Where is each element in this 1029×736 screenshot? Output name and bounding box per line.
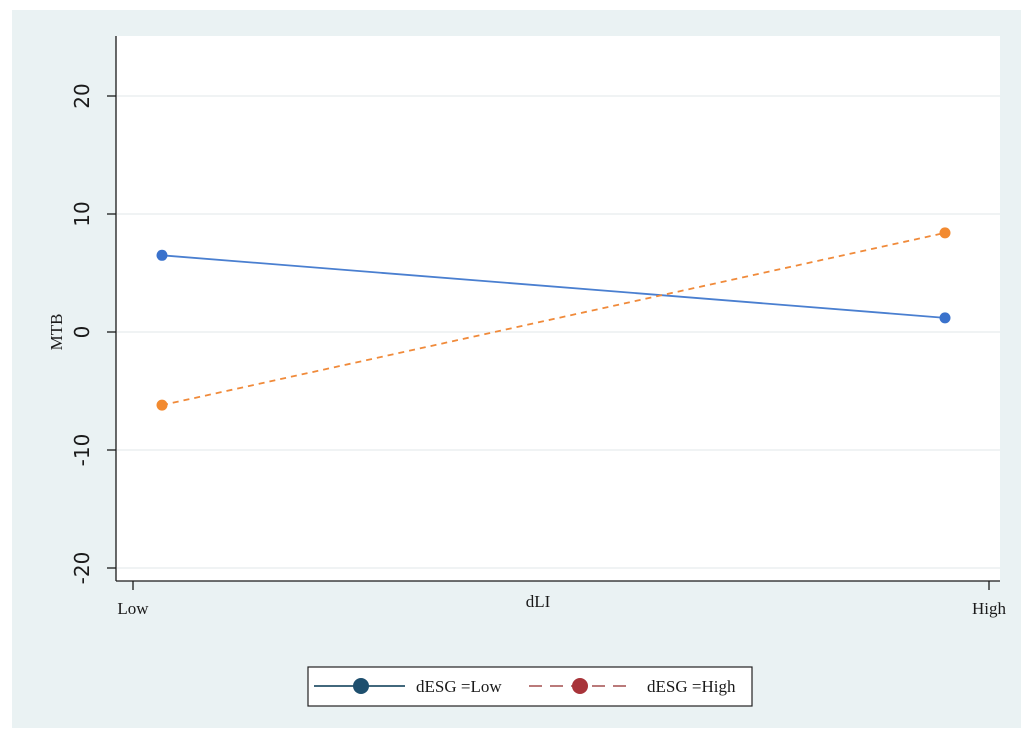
legend-label: dESG =Low xyxy=(416,677,502,696)
series-line xyxy=(161,232,946,407)
y-axis-ticks: -20 -10 0 10 20 xyxy=(70,83,116,584)
legend-marker xyxy=(572,678,588,694)
data-point xyxy=(939,312,951,324)
plot-area xyxy=(116,36,1000,581)
y-tick-label: -10 xyxy=(70,434,94,467)
y-tick-label: 20 xyxy=(70,83,94,108)
y-tick-label: 10 xyxy=(70,201,94,226)
x-axis-title: dLI xyxy=(526,592,551,611)
y-axis-title: MTB xyxy=(47,314,66,351)
y-tick-label: -20 xyxy=(70,552,94,585)
y-tick-label: 0 xyxy=(70,326,94,339)
series-line xyxy=(161,254,946,319)
data-point xyxy=(156,249,168,261)
data-point xyxy=(156,399,168,411)
x-tick-label: High xyxy=(972,599,1007,618)
chart-figure: -20 -10 0 10 20 Low High MTB dLI dESG =Low dES… xyxy=(12,10,1021,728)
axes xyxy=(115,36,1000,582)
series-group xyxy=(156,227,951,411)
x-tick-label: Low xyxy=(117,599,149,618)
x-axis-ticks: Low High xyxy=(117,581,1007,618)
legend: dESG =Low dESG =High xyxy=(307,666,753,707)
data-point xyxy=(939,227,951,239)
legend-label: dESG =High xyxy=(647,677,736,696)
grid-lines xyxy=(117,95,1000,569)
legend-marker xyxy=(353,678,369,694)
